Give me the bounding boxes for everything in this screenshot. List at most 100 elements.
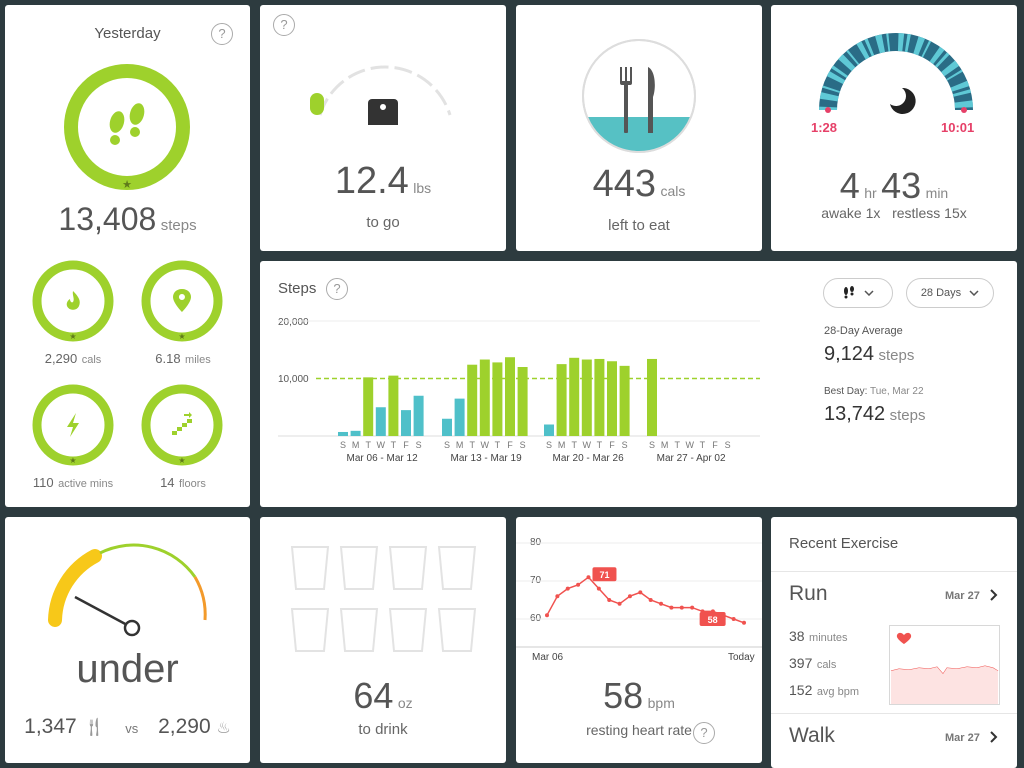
sleep-end-time: 10:01 bbox=[941, 120, 975, 135]
steps-bar[interactable] bbox=[607, 361, 617, 436]
svg-text:58: 58 bbox=[708, 615, 718, 625]
hr-point[interactable] bbox=[731, 617, 736, 621]
hr-point[interactable] bbox=[638, 590, 643, 595]
day-label: T bbox=[365, 440, 371, 450]
steps-bar[interactable] bbox=[594, 358, 605, 436]
steps-bar[interactable] bbox=[454, 398, 465, 436]
day-label: T bbox=[494, 440, 501, 450]
water-cup-icon[interactable] bbox=[437, 545, 477, 591]
water-cup-icon[interactable] bbox=[339, 545, 379, 591]
hr-point[interactable] bbox=[555, 594, 560, 599]
steps-bar[interactable] bbox=[619, 365, 630, 436]
steps-bar[interactable] bbox=[467, 364, 478, 436]
activity-selector[interactable] bbox=[823, 278, 893, 308]
help-icon[interactable]: ? bbox=[326, 278, 348, 300]
steps-chart-tile[interactable]: Steps ? 28 Days 28-Day Average 9,124 ste… bbox=[260, 261, 1017, 507]
steps-bar-chart bbox=[278, 320, 760, 437]
steps-bar[interactable] bbox=[338, 431, 348, 436]
day-label: S bbox=[443, 440, 450, 450]
steps-bar[interactable] bbox=[479, 359, 490, 436]
hr-point[interactable] bbox=[742, 620, 746, 625]
steps-bar[interactable] bbox=[492, 362, 503, 436]
sleep-tile[interactable]: 1:28 10:01 4 hr 43 min awake 1x restless… bbox=[771, 5, 1017, 251]
footsteps-icon bbox=[844, 286, 854, 299]
steps-bar[interactable] bbox=[581, 359, 592, 436]
y-tick-10000: 10,000 bbox=[278, 374, 309, 385]
hr-point[interactable] bbox=[659, 601, 664, 606]
distance-ring[interactable]: ★ bbox=[140, 259, 224, 343]
yesterday-tile[interactable]: Yesterday ? ★ 13,408 steps ★ 2,290 cals … bbox=[5, 5, 250, 507]
weight-tile[interactable]: ? 12.4 lbs to go bbox=[260, 5, 506, 251]
day-label: W bbox=[582, 440, 592, 450]
heart-rate-tile[interactable]: 80 70 60 71 58 Mar 06 Today 58 bpm restin… bbox=[516, 517, 762, 763]
chevron-right-icon[interactable] bbox=[990, 731, 998, 743]
hr-point[interactable] bbox=[679, 605, 684, 610]
water-to-drink: 64 oz bbox=[353, 675, 413, 716]
chevron-down-icon bbox=[864, 290, 874, 296]
hr-point[interactable] bbox=[617, 601, 622, 606]
active-minutes-ring[interactable]: ★ bbox=[31, 383, 115, 467]
steps-bar[interactable] bbox=[388, 375, 399, 436]
steps-bar[interactable] bbox=[647, 358, 657, 436]
steps-ring[interactable]: ★ bbox=[62, 62, 192, 192]
day-label: S bbox=[519, 440, 526, 450]
fork-knife-icon: 🍴︎ bbox=[82, 717, 106, 737]
help-icon[interactable]: ? bbox=[273, 14, 295, 36]
y-tick-20000: 20,000 bbox=[278, 317, 309, 328]
steps-bar[interactable] bbox=[505, 357, 515, 436]
weight-progress-arc bbox=[310, 65, 452, 125]
steps-bar[interactable] bbox=[350, 430, 361, 436]
steps-bar[interactable] bbox=[569, 357, 580, 436]
steps-bar[interactable] bbox=[401, 410, 411, 436]
water-cup-icon[interactable] bbox=[339, 607, 379, 653]
exercise-name: Run bbox=[789, 582, 828, 605]
steps-bar[interactable] bbox=[544, 424, 554, 437]
calorie-balance-status: under bbox=[76, 647, 179, 691]
hr-point[interactable] bbox=[565, 586, 570, 591]
floors-stat: 14 floors bbox=[160, 475, 206, 490]
steps-bar[interactable] bbox=[442, 418, 452, 436]
day-label: F bbox=[403, 440, 409, 450]
water-cup-icon[interactable] bbox=[290, 545, 330, 591]
weight-to-go-value: 12.4 lbs bbox=[334, 160, 432, 202]
water-label: to drink bbox=[358, 721, 408, 738]
divider bbox=[771, 713, 1017, 714]
help-icon[interactable]: ? bbox=[693, 722, 715, 744]
exercise-item-walk[interactable]: Walk Mar 27 bbox=[771, 714, 1017, 768]
hr-point[interactable] bbox=[669, 605, 674, 610]
steps-bar[interactable] bbox=[363, 377, 374, 436]
exercise-date: Mar 27 bbox=[945, 732, 980, 744]
day-label: F bbox=[507, 440, 513, 450]
hr-point[interactable] bbox=[690, 605, 695, 610]
water-cup-icon[interactable] bbox=[388, 545, 428, 591]
water-tile[interactable]: 64 oz to drink bbox=[260, 517, 506, 763]
floors-ring[interactable]: ★ bbox=[140, 383, 224, 467]
food-tile[interactable]: 443 cals left to eat bbox=[516, 5, 762, 251]
steps-total: 13,408 steps bbox=[58, 201, 197, 237]
hr-point[interactable] bbox=[545, 613, 549, 618]
recent-exercise-tile[interactable]: Recent Exercise Run Mar 27 38 minutes 39… bbox=[771, 517, 1017, 768]
hr-point[interactable] bbox=[586, 575, 591, 580]
day-label: S bbox=[339, 440, 346, 450]
calories-ring[interactable]: ★ bbox=[31, 259, 115, 343]
resting-hr-label-row: resting heart rate bbox=[586, 722, 692, 738]
scale-icon bbox=[368, 99, 398, 125]
range-selector[interactable]: 28 Days bbox=[906, 278, 994, 308]
steps-bar[interactable] bbox=[413, 395, 424, 436]
calorie-balance-tile[interactable]: under 1,347 🍴︎ vs 2,290 ♨ bbox=[5, 517, 250, 763]
help-icon[interactable]: ? bbox=[211, 23, 233, 45]
steps-bar[interactable] bbox=[517, 367, 528, 436]
hr-point[interactable] bbox=[576, 582, 581, 587]
water-cup-icon[interactable] bbox=[437, 607, 477, 653]
hr-point[interactable] bbox=[627, 594, 632, 599]
hr-point[interactable] bbox=[596, 586, 601, 591]
hr-point[interactable] bbox=[607, 598, 612, 602]
food-calories-left: 443 cals bbox=[592, 163, 686, 205]
water-cup-icon[interactable] bbox=[388, 607, 428, 653]
steps-bar[interactable] bbox=[556, 364, 567, 436]
hr-point[interactable] bbox=[648, 598, 653, 602]
exercise-item-run[interactable]: Run Mar 27 38 minutes 397 cals 152 avg b… bbox=[771, 572, 1017, 712]
steps-bar[interactable] bbox=[375, 407, 386, 436]
water-cup-icon[interactable] bbox=[290, 607, 330, 653]
chevron-right-icon[interactable] bbox=[990, 589, 998, 601]
